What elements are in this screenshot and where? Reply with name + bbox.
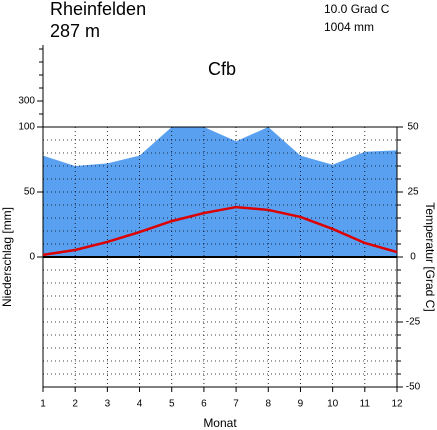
x-tick-label: 3 <box>105 399 111 410</box>
x-tick-label: 8 <box>265 399 271 410</box>
x-tick-label: 6 <box>201 399 207 410</box>
y-tick-label: 50 <box>24 187 36 198</box>
x-tick-label: 1 <box>40 399 46 410</box>
y2-tick-label: 25 <box>407 187 419 198</box>
y2-tick-label: 0 <box>410 252 416 263</box>
x-tick-label: 4 <box>137 399 143 410</box>
chart-title: Rheinfelden <box>50 0 146 19</box>
x-tick-label: 9 <box>298 399 304 410</box>
x-tick-label: 11 <box>360 399 371 410</box>
y-tick-label: 300 <box>18 96 35 107</box>
x-tick-label: 2 <box>72 399 78 410</box>
y2-tick-label: 50 <box>407 122 419 133</box>
y2-tick-label: -50 <box>406 382 421 393</box>
annual-precipitation: 1004 mm <box>324 20 374 34</box>
x-tick-label: 7 <box>233 399 239 410</box>
chart-subtitle: 287 m <box>50 21 100 41</box>
y2-tick-label: -25 <box>406 317 421 328</box>
x-axis-label: Monat <box>203 416 237 430</box>
x-tick-label: 10 <box>327 399 339 410</box>
climate-class: Cfb <box>208 59 236 79</box>
temperature-line <box>42 205 398 257</box>
y-tick-label: 0 <box>29 252 35 263</box>
mean-temperature: 10.0 Grad C <box>324 2 390 16</box>
y2-axis-label: Temperatur [Grad C] <box>423 202 437 311</box>
x-tick-label: 5 <box>169 399 175 410</box>
x-tick-label: 12 <box>391 399 403 410</box>
y-axis-label: Niederschlag [mm] <box>0 207 14 307</box>
y-tick-label: 100 <box>18 122 35 133</box>
